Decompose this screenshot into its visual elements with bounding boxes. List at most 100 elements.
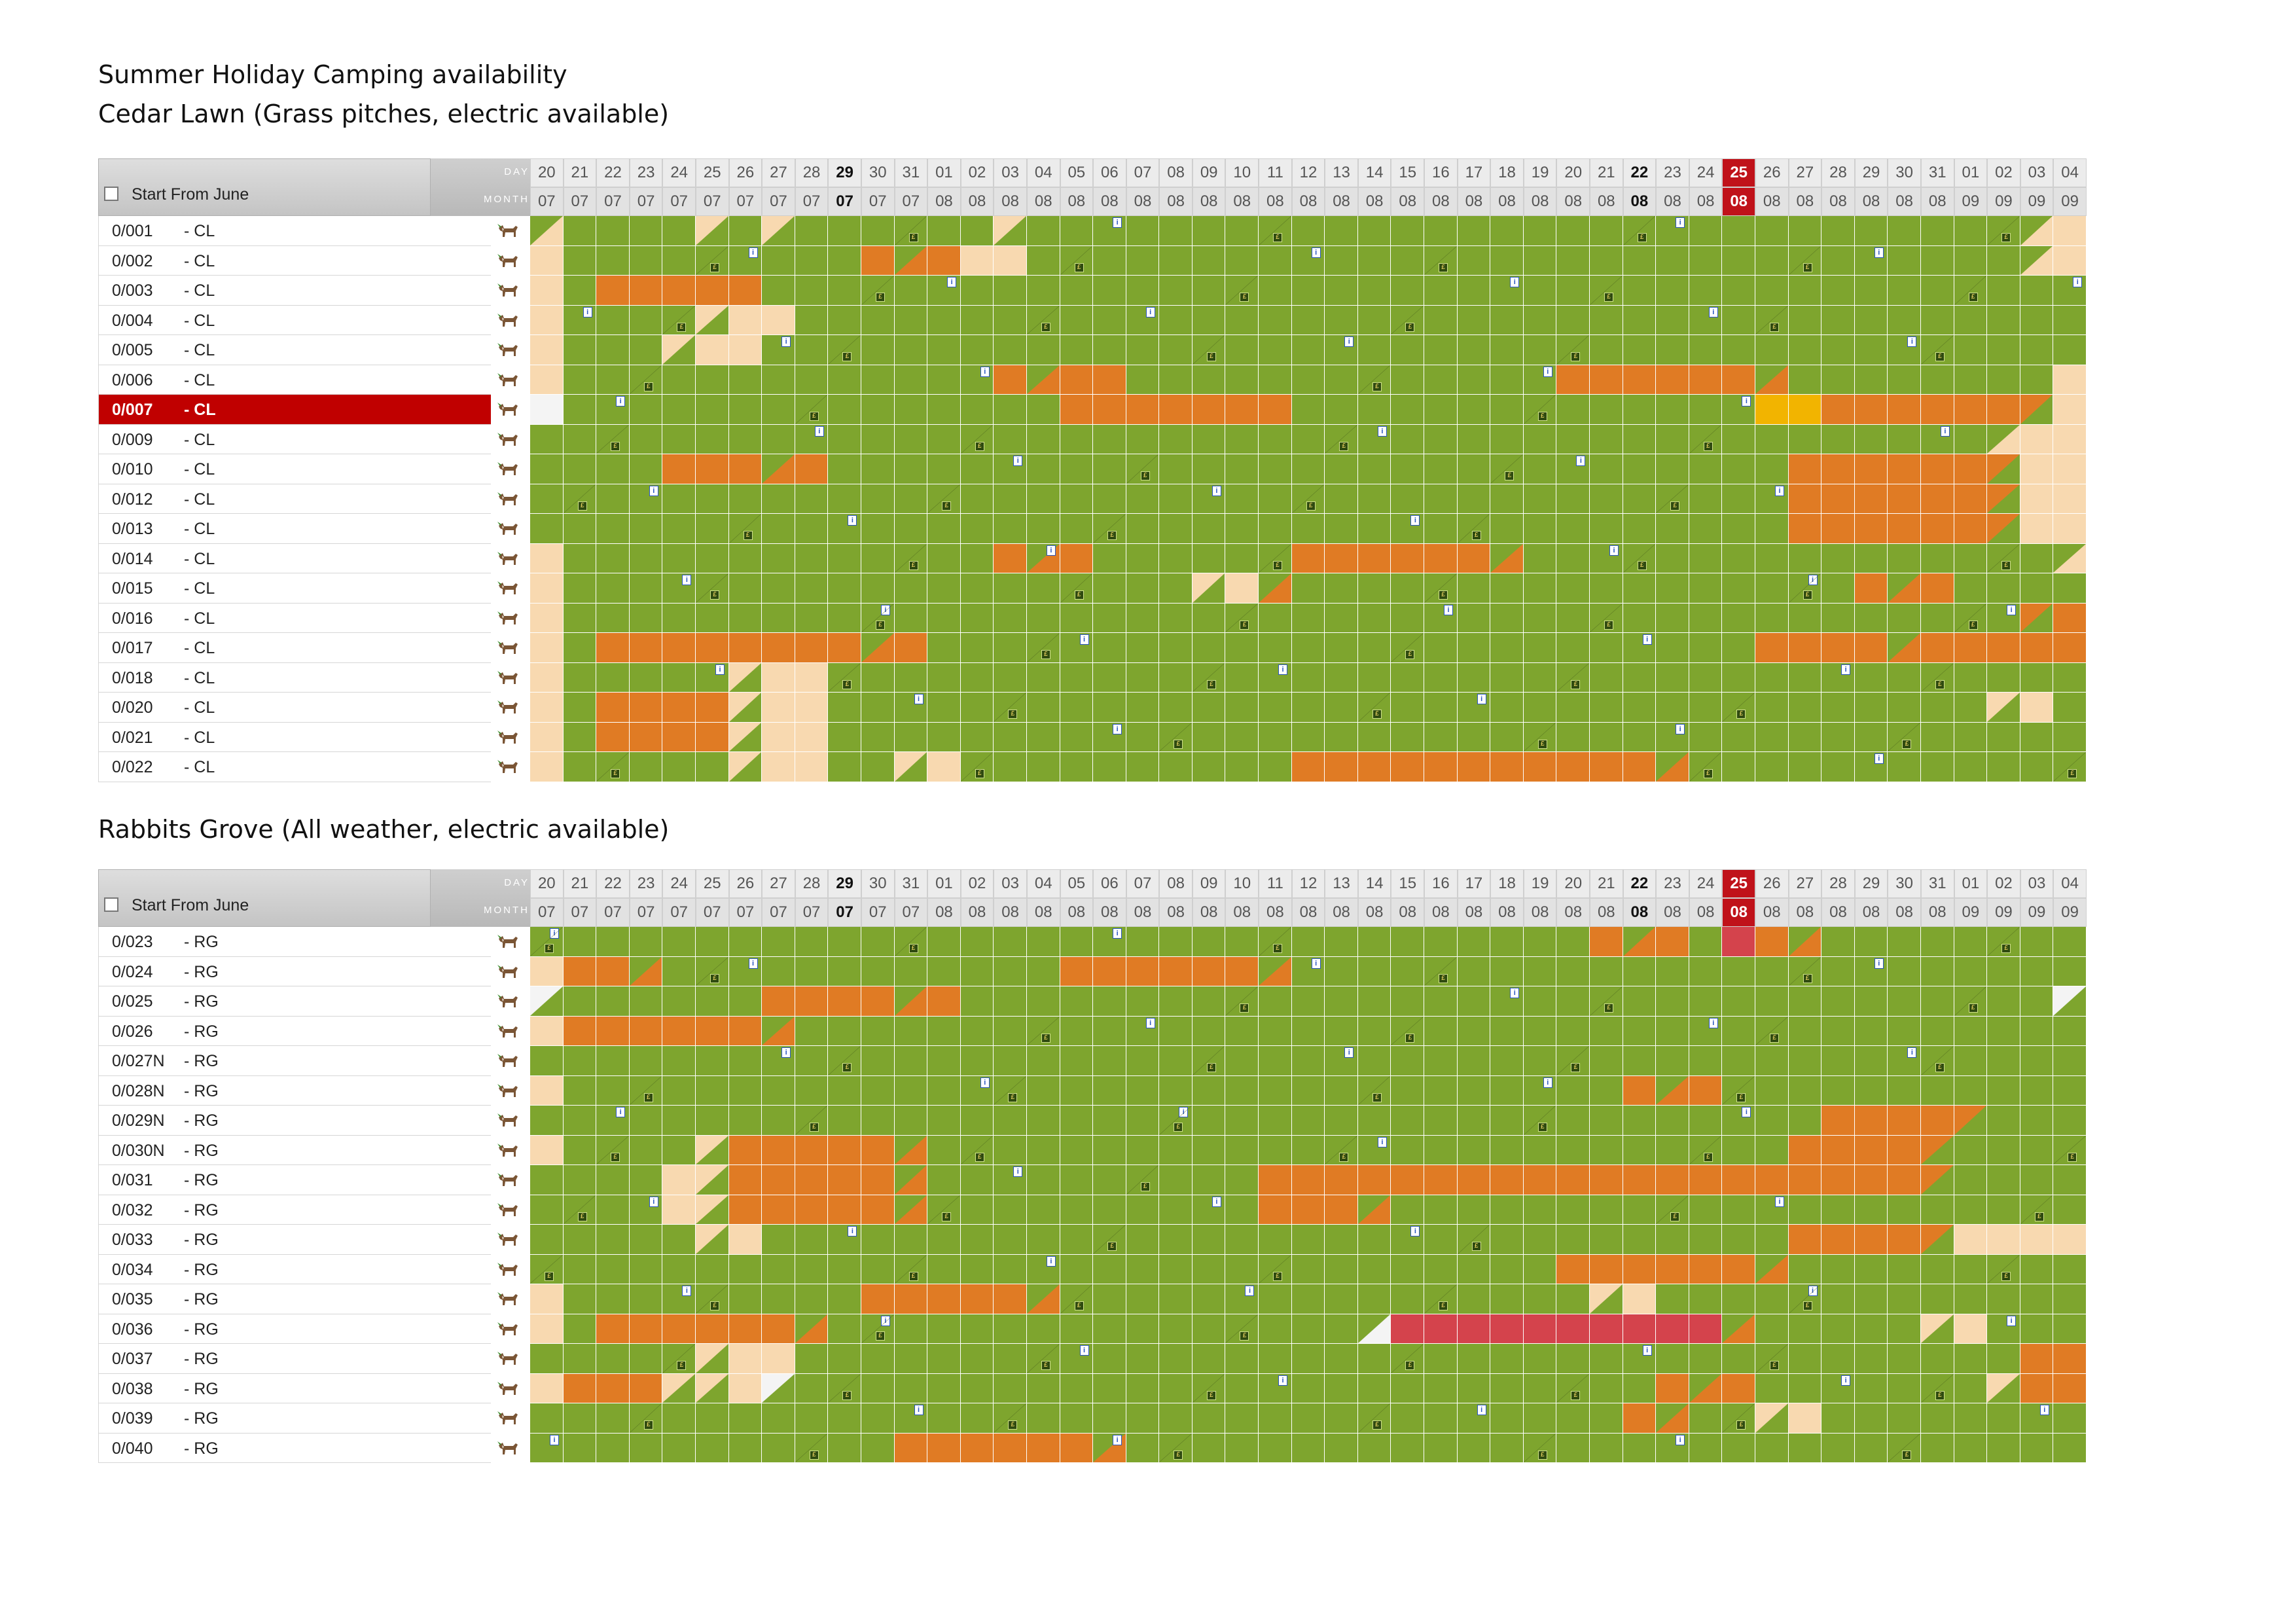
availability-cell[interactable] — [927, 693, 961, 723]
availability-cell[interactable] — [596, 1225, 630, 1255]
availability-cell[interactable] — [1126, 514, 1160, 544]
availability-cell[interactable] — [1391, 752, 1425, 782]
availability-cell[interactable] — [1689, 1314, 1723, 1344]
availability-cell[interactable] — [1093, 603, 1126, 633]
availability-cell[interactable] — [762, 424, 795, 454]
availability-cell[interactable] — [728, 454, 762, 484]
availability-cell[interactable] — [960, 1225, 994, 1255]
availability-cell[interactable] — [1159, 365, 1193, 395]
availability-cell[interactable]: £ i — [1788, 573, 1822, 604]
availability-cell[interactable] — [1788, 335, 1822, 365]
availability-cell[interactable] — [563, 543, 597, 573]
date-column[interactable]: 31 08 — [1920, 869, 1954, 927]
availability-cell[interactable]: i — [960, 1075, 994, 1106]
date-column[interactable]: 13 08 — [1325, 869, 1358, 927]
availability-cell[interactable] — [795, 216, 829, 246]
availability-cell[interactable] — [1590, 484, 1623, 514]
availability-cell[interactable]: £ — [1060, 245, 1094, 276]
availability-cell[interactable] — [662, 454, 696, 484]
availability-cell[interactable] — [1920, 454, 1954, 484]
availability-cell[interactable] — [1987, 305, 2020, 335]
availability-cell[interactable] — [1424, 454, 1458, 484]
availability-cell[interactable] — [1623, 514, 1657, 544]
availability-cell[interactable] — [695, 722, 729, 752]
availability-cell[interactable] — [1391, 365, 1425, 395]
date-column[interactable]: 19 08 — [1523, 869, 1557, 927]
availability-cell[interactable] — [1556, 305, 1590, 335]
availability-cell[interactable] — [1391, 1046, 1425, 1076]
availability-cell[interactable] — [1556, 1433, 1590, 1463]
availability-cell[interactable] — [1854, 1314, 1888, 1344]
availability-cell[interactable] — [2020, 424, 2054, 454]
availability-cell[interactable] — [530, 514, 564, 544]
availability-cell[interactable] — [728, 662, 762, 693]
availability-cell[interactable] — [662, 335, 696, 365]
availability-cell[interactable] — [1954, 927, 1988, 957]
availability-cell[interactable]: i — [960, 365, 994, 395]
availability-cell[interactable] — [1987, 986, 2020, 1017]
availability-cell[interactable] — [1159, 514, 1193, 544]
availability-cell[interactable]: i — [1060, 633, 1094, 663]
availability-cell[interactable] — [1357, 543, 1391, 573]
availability-cell[interactable]: £ — [1556, 662, 1590, 693]
availability-cell[interactable] — [960, 514, 994, 544]
pitch-cell[interactable]: 0/027N - RG — [98, 1046, 491, 1076]
pitch-row[interactable]: 0/037- RG £ £ i £ i £ — [98, 1344, 2087, 1374]
availability-cell[interactable] — [927, 1016, 961, 1046]
availability-cell[interactable] — [563, 1403, 597, 1434]
availability-cell[interactable] — [596, 514, 630, 544]
availability-cell[interactable] — [695, 216, 729, 246]
availability-cell[interactable] — [1291, 1225, 1325, 1255]
availability-cell[interactable]: £ — [1920, 335, 1954, 365]
availability-cell[interactable] — [894, 1016, 928, 1046]
availability-cell[interactable] — [1192, 1075, 1226, 1106]
availability-cell[interactable] — [1126, 424, 1160, 454]
availability-cell[interactable] — [1821, 633, 1855, 663]
availability-cell[interactable] — [1590, 1016, 1623, 1046]
availability-cell[interactable] — [960, 1284, 994, 1314]
availability-cell[interactable] — [1656, 1254, 1689, 1284]
availability-cell[interactable] — [1954, 454, 1988, 484]
availability-cell[interactable] — [1920, 603, 1954, 633]
availability-cell[interactable] — [1424, 484, 1458, 514]
availability-cell[interactable] — [1424, 276, 1458, 306]
availability-cell[interactable] — [795, 1195, 829, 1225]
availability-cell[interactable] — [1623, 395, 1657, 425]
availability-cell[interactable] — [1225, 1106, 1259, 1136]
availability-cell[interactable] — [629, 1284, 663, 1314]
availability-cell[interactable]: £ — [1523, 1106, 1557, 1136]
availability-cell[interactable] — [1325, 1075, 1358, 1106]
availability-cell[interactable] — [1424, 1314, 1458, 1344]
availability-cell[interactable] — [2020, 216, 2054, 246]
availability-cell[interactable] — [1888, 543, 1921, 573]
availability-cell[interactable] — [695, 484, 729, 514]
availability-cell[interactable] — [861, 543, 895, 573]
availability-cell[interactable] — [1026, 1075, 1060, 1106]
availability-cell[interactable] — [894, 752, 928, 782]
availability-cell[interactable] — [1126, 662, 1160, 693]
availability-cell[interactable] — [960, 1046, 994, 1076]
availability-cell[interactable] — [1623, 573, 1657, 604]
availability-cell[interactable] — [927, 1403, 961, 1434]
availability-cell[interactable] — [1093, 752, 1126, 782]
availability-cell[interactable] — [1026, 1403, 1060, 1434]
availability-cell[interactable] — [1523, 573, 1557, 604]
availability-cell[interactable] — [927, 573, 961, 604]
availability-cell[interactable]: £ — [894, 927, 928, 957]
availability-cell[interactable] — [662, 1016, 696, 1046]
availability-cell[interactable] — [1126, 693, 1160, 723]
availability-cell[interactable] — [927, 722, 961, 752]
availability-cell[interactable] — [1854, 603, 1888, 633]
pitch-cell[interactable]: 0/015- CL — [98, 573, 491, 604]
pitch-cell[interactable]: 0/038- RG — [98, 1373, 491, 1403]
availability-cell[interactable] — [1888, 365, 1921, 395]
availability-cell[interactable] — [1391, 693, 1425, 723]
availability-cell[interactable] — [1854, 514, 1888, 544]
availability-cell[interactable] — [695, 454, 729, 484]
availability-cell[interactable] — [1755, 424, 1789, 454]
availability-cell[interactable] — [2053, 1195, 2087, 1225]
availability-cell[interactable] — [1954, 1314, 1988, 1344]
availability-cell[interactable]: £ — [795, 395, 829, 425]
availability-cell[interactable] — [2020, 1075, 2054, 1106]
availability-cell[interactable] — [1854, 335, 1888, 365]
